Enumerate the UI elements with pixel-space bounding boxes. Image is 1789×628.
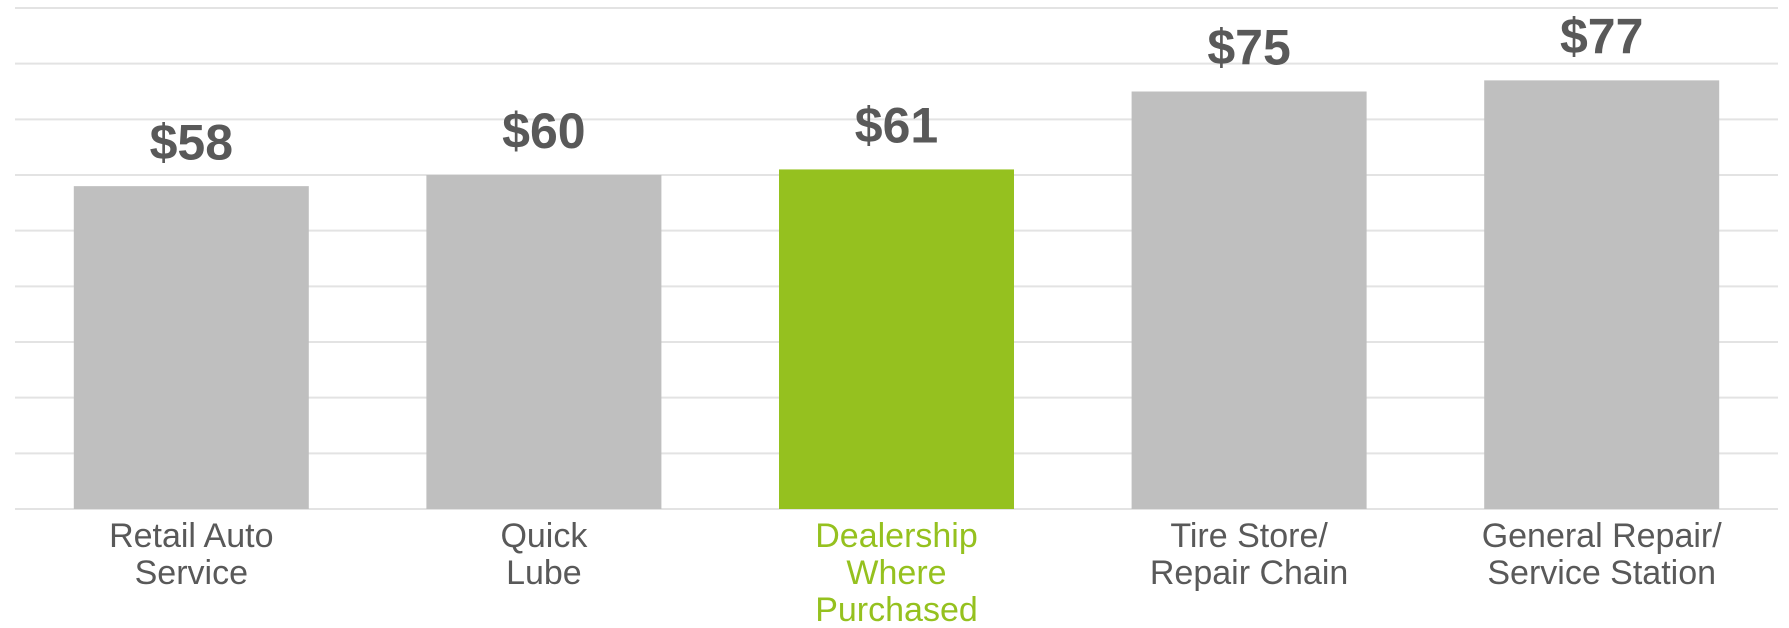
x-tick-label: General Repair/Service Station xyxy=(1482,517,1723,592)
x-tick-label: Tire Store/Repair Chain xyxy=(1150,517,1348,592)
bar xyxy=(1131,91,1367,509)
value-label: $60 xyxy=(502,103,585,159)
value-label: $58 xyxy=(150,114,233,170)
value-label: $61 xyxy=(855,98,938,154)
x-tick-label: Retail Auto Service xyxy=(109,517,273,592)
bar xyxy=(1484,80,1720,509)
bar xyxy=(779,169,1014,509)
x-tick-label: Quick Lube xyxy=(500,517,588,592)
bar xyxy=(426,175,662,509)
bar xyxy=(73,186,309,509)
x-tick-label: Dealership Where Purchased xyxy=(815,517,978,628)
value-label: $77 xyxy=(1560,9,1643,65)
value-label: $75 xyxy=(1207,20,1290,76)
